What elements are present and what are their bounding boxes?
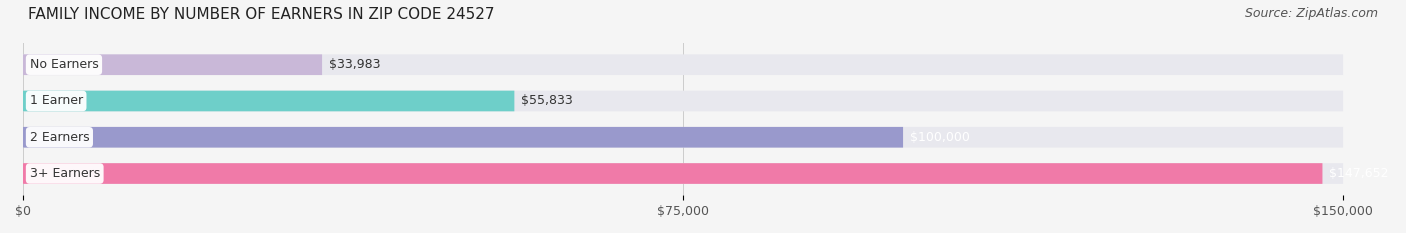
Text: $55,833: $55,833 bbox=[522, 95, 572, 107]
Text: FAMILY INCOME BY NUMBER OF EARNERS IN ZIP CODE 24527: FAMILY INCOME BY NUMBER OF EARNERS IN ZI… bbox=[28, 7, 495, 22]
Text: $147,652: $147,652 bbox=[1329, 167, 1389, 180]
FancyBboxPatch shape bbox=[22, 91, 515, 111]
Text: $100,000: $100,000 bbox=[910, 131, 970, 144]
Text: 1 Earner: 1 Earner bbox=[30, 95, 83, 107]
FancyBboxPatch shape bbox=[22, 54, 322, 75]
Text: Source: ZipAtlas.com: Source: ZipAtlas.com bbox=[1244, 7, 1378, 20]
FancyBboxPatch shape bbox=[22, 163, 1323, 184]
Text: $33,983: $33,983 bbox=[329, 58, 380, 71]
Text: 2 Earners: 2 Earners bbox=[30, 131, 89, 144]
Text: No Earners: No Earners bbox=[30, 58, 98, 71]
FancyBboxPatch shape bbox=[22, 127, 1343, 147]
FancyBboxPatch shape bbox=[22, 91, 1343, 111]
FancyBboxPatch shape bbox=[22, 54, 1343, 75]
FancyBboxPatch shape bbox=[22, 127, 903, 147]
FancyBboxPatch shape bbox=[22, 163, 1343, 184]
Text: 3+ Earners: 3+ Earners bbox=[30, 167, 100, 180]
